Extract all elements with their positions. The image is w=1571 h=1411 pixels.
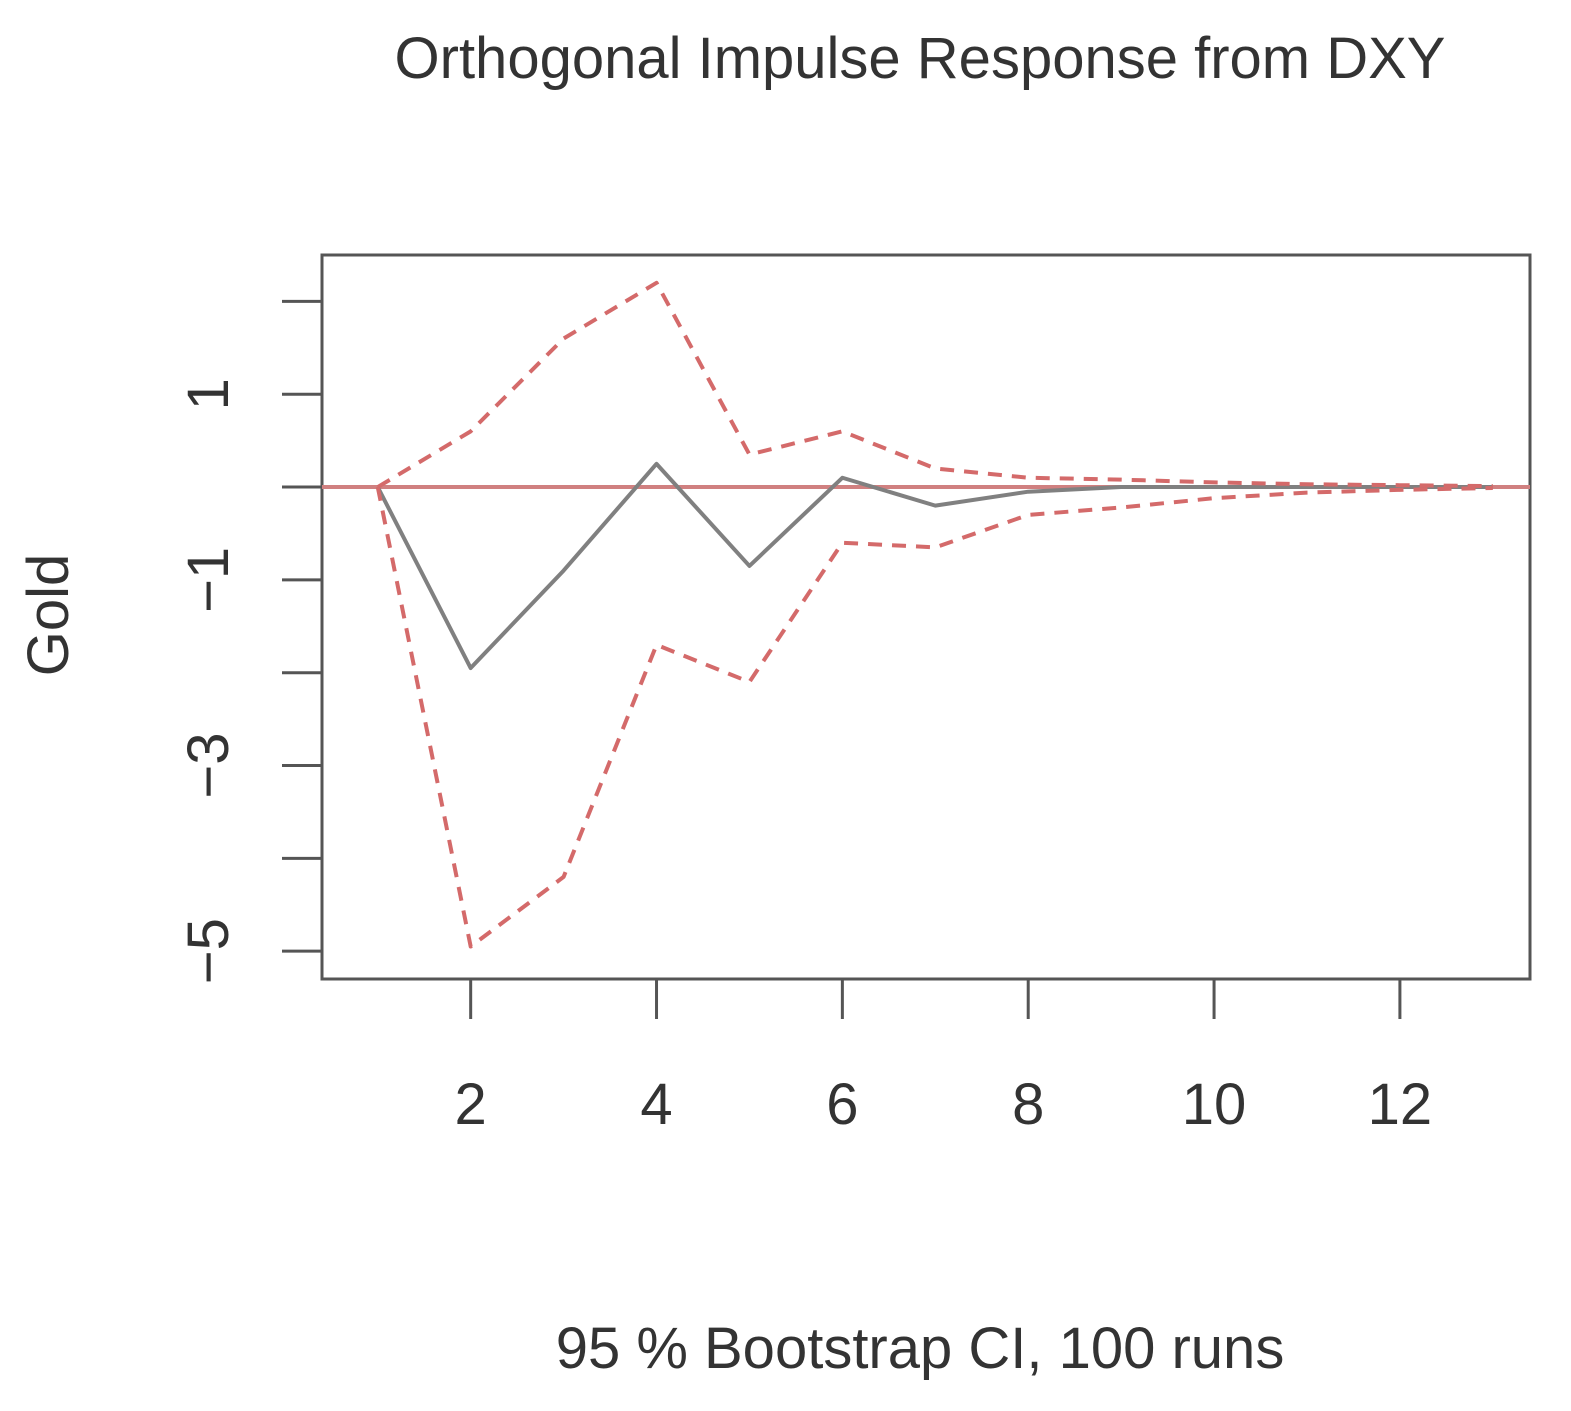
- x-axis-label: 95 % Bootstrap CI, 100 runs: [556, 1316, 1285, 1381]
- x-tick-label: 12: [1368, 1072, 1433, 1137]
- y-tick-label: 1: [176, 378, 241, 410]
- series-line-response: [375, 461, 1493, 671]
- y-tick-label: −5: [176, 918, 241, 984]
- x-tick-label: 8: [1012, 1072, 1044, 1137]
- x-tick-label: 10: [1182, 1072, 1247, 1137]
- y-tick-label: −1: [176, 547, 241, 613]
- y-tick-label: −3: [176, 732, 241, 798]
- series-line-lower: [375, 485, 1493, 949]
- x-tick-label: 4: [640, 1072, 672, 1137]
- plot-frame: [320, 253, 1532, 981]
- chart-title: Orthogonal Impulse Response from DXY: [395, 26, 1446, 91]
- series-line-upper: [376, 280, 1493, 489]
- y-axis-label: Gold: [16, 554, 81, 677]
- x-tick-label: 2: [455, 1072, 487, 1137]
- x-tick-label: 6: [826, 1072, 858, 1137]
